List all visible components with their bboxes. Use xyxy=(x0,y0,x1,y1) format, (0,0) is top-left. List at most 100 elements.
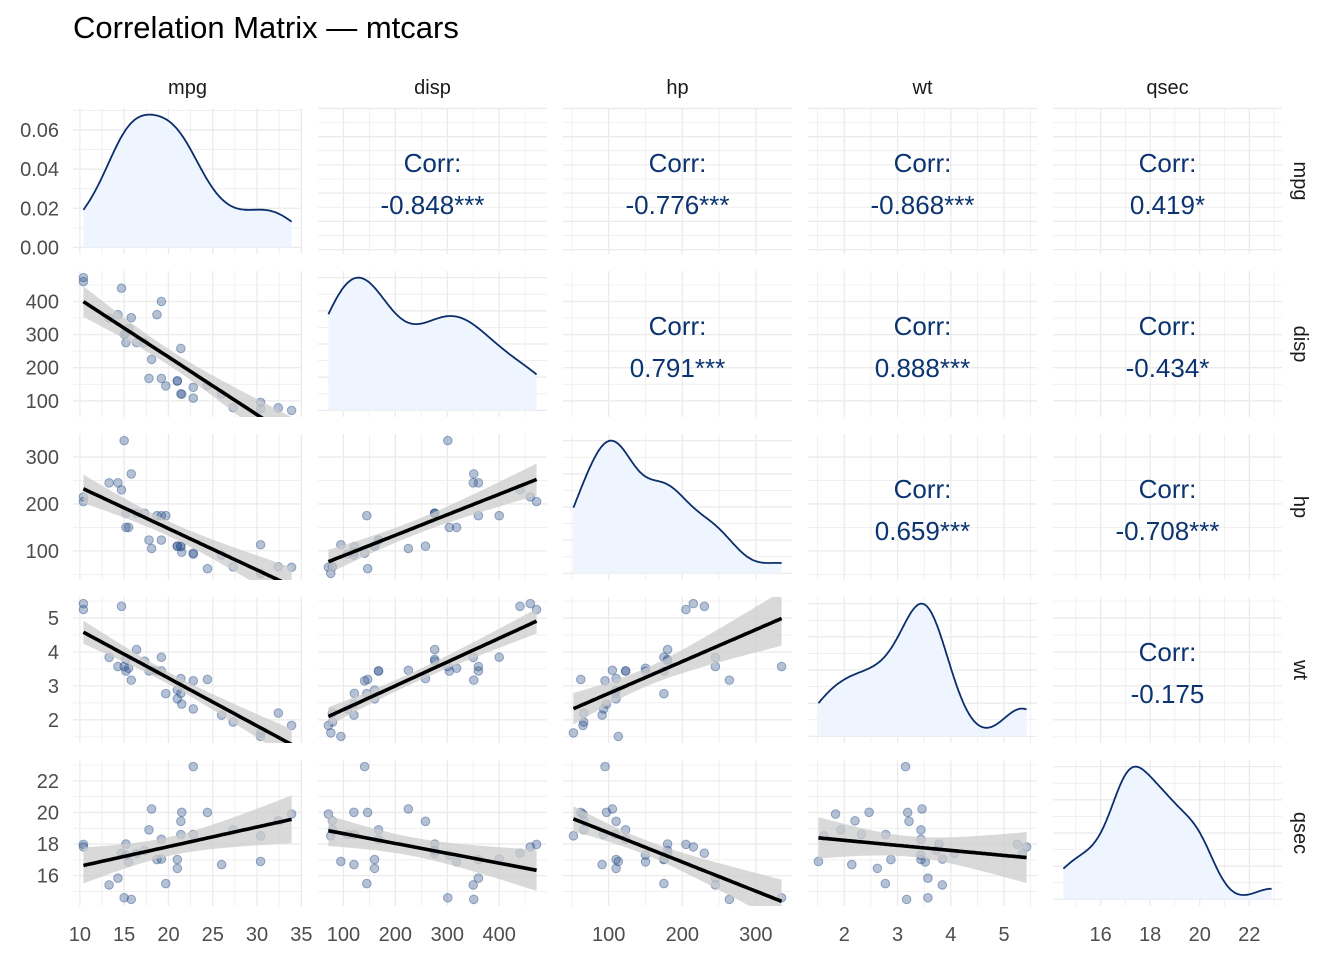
panel-content xyxy=(78,598,297,743)
y-tick-label-wt: 5 xyxy=(48,608,59,630)
data-point xyxy=(846,859,857,870)
panel-content xyxy=(78,761,297,905)
y-tick-label-disp: 400 xyxy=(26,291,59,313)
data-point xyxy=(146,354,157,365)
data-point xyxy=(172,541,183,551)
data-point xyxy=(468,880,479,890)
x-tick-label-mpg: 25 xyxy=(202,924,224,946)
data-point xyxy=(188,548,199,558)
x-tick-label-mpg: 30 xyxy=(246,924,268,946)
data-point xyxy=(494,510,505,521)
data-point xyxy=(531,839,542,850)
panel-wt-hp xyxy=(563,597,792,743)
data-point xyxy=(369,854,380,865)
data-point xyxy=(156,535,167,545)
density-line-disp xyxy=(327,276,538,376)
data-point xyxy=(429,644,440,655)
data-point xyxy=(176,541,186,552)
corr-value-disp-hp: 0.791*** xyxy=(630,353,725,383)
regression-line xyxy=(82,487,283,580)
data-point xyxy=(325,728,336,738)
strip-right-qsec: qsec xyxy=(1289,812,1311,854)
panel-qsec-qsec xyxy=(1053,760,1282,906)
data-point xyxy=(160,381,171,391)
data-point xyxy=(286,405,297,416)
data-point xyxy=(119,661,129,672)
data-point xyxy=(937,880,948,890)
panel-qsec-disp xyxy=(318,760,547,906)
data-point xyxy=(659,688,669,699)
corr-value-hp-wt: 0.659*** xyxy=(875,516,970,546)
data-point xyxy=(116,601,127,612)
data-point xyxy=(601,807,612,818)
data-point xyxy=(362,674,373,685)
data-point xyxy=(188,393,199,403)
panel-mpg-qsec: Corr: 0.419* xyxy=(1053,107,1282,254)
data-point xyxy=(473,873,484,883)
corr-label: Corr: xyxy=(649,148,707,178)
x-tick-label-qsec: 20 xyxy=(1189,924,1211,946)
data-point xyxy=(156,296,167,307)
data-point xyxy=(362,563,373,574)
y-tick-label-hp: 200 xyxy=(26,494,59,516)
data-point xyxy=(359,676,370,686)
data-point xyxy=(113,478,123,488)
panel-wt-disp xyxy=(318,597,547,743)
panel-disp-mpg xyxy=(73,271,302,417)
x-tick-label-qsec: 18 xyxy=(1139,924,1161,946)
data-point xyxy=(176,547,187,558)
data-point xyxy=(494,652,505,663)
panel-qsec-mpg xyxy=(73,760,302,906)
corr-label: Corr: xyxy=(894,148,952,178)
y-tick-label-density: 0.04 xyxy=(20,159,59,181)
data-point xyxy=(699,601,710,612)
data-point xyxy=(373,666,384,676)
density-line-mpg xyxy=(82,113,293,223)
x-tick-label-wt: 5 xyxy=(998,924,1009,946)
regression-line xyxy=(572,616,783,711)
data-point xyxy=(119,892,129,903)
panel-content xyxy=(78,272,297,417)
data-point xyxy=(176,389,186,399)
data-point xyxy=(144,373,154,384)
data-point xyxy=(116,283,127,294)
data-point xyxy=(126,894,137,905)
x-tick-label-mpg: 10 xyxy=(69,924,91,946)
density-line-qsec xyxy=(1062,765,1272,896)
x-tick-label-wt: 3 xyxy=(892,924,903,946)
data-point xyxy=(78,604,89,615)
panel-disp-qsec: Corr: -0.434* xyxy=(1053,271,1282,417)
data-point xyxy=(144,535,154,545)
data-point xyxy=(444,522,455,533)
data-point xyxy=(361,510,372,521)
data-point xyxy=(146,543,157,554)
y-tick-label-wt: 2 xyxy=(48,710,59,732)
data-point xyxy=(611,863,621,874)
x-tick-label-disp: 400 xyxy=(483,924,516,946)
data-point xyxy=(160,878,171,889)
data-point xyxy=(156,652,167,663)
data-point xyxy=(901,894,912,905)
confidence-band xyxy=(83,620,292,743)
x-tick-label-mpg: 15 xyxy=(113,924,135,946)
y-tick-label-density: 0.00 xyxy=(20,237,59,259)
confidence-band xyxy=(83,286,292,417)
y-tick-label-hp: 100 xyxy=(26,541,59,563)
data-point xyxy=(172,863,183,874)
data-point xyxy=(681,839,691,850)
panel-qsec-hp xyxy=(563,760,792,906)
data-point xyxy=(473,478,484,488)
data-point xyxy=(904,816,914,827)
data-point xyxy=(688,598,699,609)
data-point xyxy=(902,807,913,818)
data-point xyxy=(126,469,137,479)
data-point xyxy=(724,675,735,685)
data-point xyxy=(850,816,860,826)
data-point xyxy=(699,848,710,859)
regression-line xyxy=(572,817,783,904)
data-point xyxy=(442,892,453,903)
corr-value-disp-qsec: -0.434* xyxy=(1126,353,1210,383)
data-point xyxy=(160,688,171,699)
corr-value-hp-qsec: -0.708*** xyxy=(1115,516,1219,546)
panel-hp-wt: Corr: 0.659*** xyxy=(808,434,1037,580)
